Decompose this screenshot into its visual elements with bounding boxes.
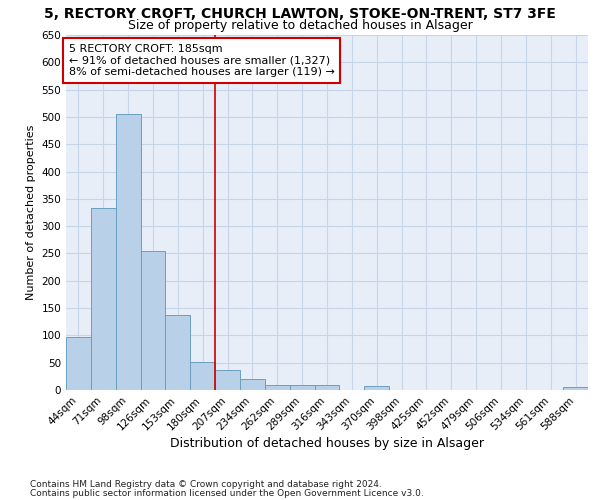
Text: Contains HM Land Registry data © Crown copyright and database right 2024.: Contains HM Land Registry data © Crown c…: [30, 480, 382, 489]
Text: 5, RECTORY CROFT, CHURCH LAWTON, STOKE-ON-TRENT, ST7 3FE: 5, RECTORY CROFT, CHURCH LAWTON, STOKE-O…: [44, 8, 556, 22]
Bar: [91, 208, 116, 390]
Y-axis label: Number of detached properties: Number of detached properties: [26, 125, 36, 300]
Bar: [240, 378, 265, 390]
Bar: [190, 362, 215, 390]
Bar: [166, 314, 190, 390]
X-axis label: Distribution of detached houses by size in Alsager: Distribution of detached houses by size …: [170, 438, 484, 450]
Text: Size of property relative to detached houses in Alsager: Size of property relative to detached ho…: [128, 18, 472, 32]
Bar: [140, 252, 166, 390]
Bar: [563, 388, 588, 390]
Text: Contains public sector information licensed under the Open Government Licence v3: Contains public sector information licen…: [30, 489, 424, 498]
Text: 5 RECTORY CROFT: 185sqm
← 91% of detached houses are smaller (1,327)
8% of semi-: 5 RECTORY CROFT: 185sqm ← 91% of detache…: [68, 44, 334, 77]
Bar: [290, 384, 314, 390]
Bar: [364, 386, 389, 390]
Bar: [66, 337, 91, 390]
Bar: [265, 384, 290, 390]
Bar: [314, 384, 340, 390]
Bar: [215, 370, 240, 390]
Bar: [116, 114, 140, 390]
